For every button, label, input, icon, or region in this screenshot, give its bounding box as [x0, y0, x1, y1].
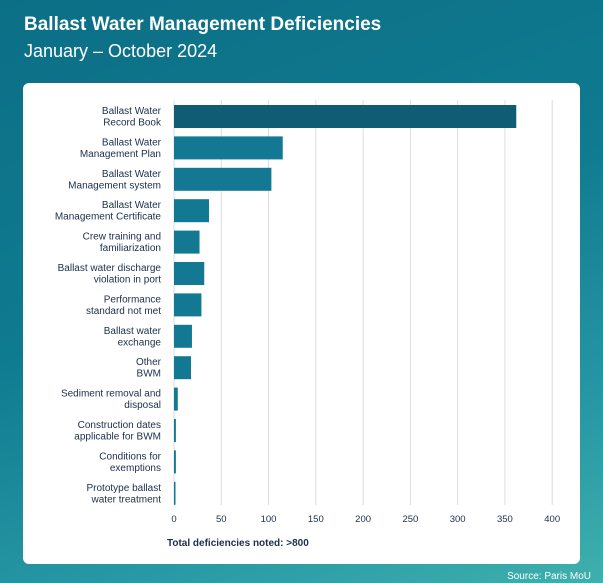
category-label-line: Sediment removal and	[61, 389, 161, 400]
category-label-line: Ballast Water	[102, 200, 162, 211]
category-label-line: familiarization	[100, 243, 161, 254]
x-tick-label: 0	[171, 514, 176, 525]
x-tick-label: 200	[355, 514, 371, 525]
category-label: Ballast water exchange	[104, 326, 162, 349]
bar	[174, 136, 283, 160]
category-label-line: Construction dates	[78, 420, 161, 431]
category-label-line: BWM	[137, 369, 161, 380]
bars	[174, 105, 517, 505]
category-label-line: Ballast Water	[102, 137, 162, 148]
source-credit: Source: Paris MoU	[507, 571, 591, 582]
bar	[174, 419, 176, 442]
chart-subtitle: January – October 2024	[24, 41, 218, 61]
bar	[174, 199, 209, 223]
x-tick-label: 100	[261, 514, 277, 525]
category-label-line: Crew training and	[83, 232, 161, 243]
category-label: Sediment removal and disposal	[61, 389, 161, 412]
gridlines	[173, 100, 553, 505]
x-tick-label: 300	[450, 514, 466, 525]
category-label: Other BWM	[136, 357, 162, 380]
category-label-line: Ballast water discharge	[58, 263, 162, 274]
category-label-line: Record Book	[103, 118, 162, 129]
category-label: Ballast Water Record Book	[102, 106, 162, 129]
x-tick-label: 350	[497, 514, 513, 525]
bar	[174, 262, 205, 285]
category-label-line: standard not met	[86, 306, 161, 317]
x-tick-label: 250	[402, 514, 418, 525]
category-label-line: Management Plan	[80, 149, 161, 160]
category-label: Prototype ballast water treatment	[87, 483, 162, 506]
category-label-line: Ballast Water	[102, 106, 162, 117]
bar	[174, 230, 200, 254]
bar	[174, 293, 202, 317]
category-label-line: disposal	[124, 400, 161, 411]
category-label-line: Ballast Water	[102, 169, 162, 180]
category-label-line: water treatment	[91, 494, 162, 505]
bar	[174, 356, 192, 380]
bar	[174, 481, 176, 505]
category-label: Ballast Water Management Plan	[80, 137, 162, 160]
bar	[174, 450, 176, 474]
category-label-line: Other	[136, 357, 162, 368]
category-label-line: exemptions	[110, 463, 161, 474]
total-note: Total deficiencies noted: >800	[167, 538, 309, 549]
category-label-line: applicable for BWM	[74, 432, 161, 443]
chart-title: Ballast Water Management Deficiencies	[24, 14, 382, 35]
category-label: Crew training and familiarization	[83, 232, 161, 255]
category-label-line: Conditions for	[99, 451, 161, 462]
x-axis-ticks: 0 50 100 150 200 250 300 350 400	[171, 514, 560, 525]
category-label: Ballast water discharge violation in port	[58, 263, 162, 286]
x-tick-label: 150	[308, 514, 324, 525]
category-label-line: Prototype ballast	[87, 483, 162, 494]
category-label-line: exchange	[118, 337, 162, 348]
bar	[174, 324, 192, 348]
category-label-line: Management Certificate	[55, 212, 162, 223]
bar	[174, 105, 517, 128]
category-label-line: Performance	[104, 294, 162, 305]
category-label: Conditions for exemptions	[99, 451, 161, 474]
category-label-line: Management system	[68, 180, 161, 191]
category-label-line: Ballast water	[104, 326, 162, 337]
category-label: Performance standard not met	[86, 294, 161, 317]
x-tick-label: 50	[216, 514, 227, 525]
category-label: Construction dates applicable for BWM	[74, 420, 161, 443]
bar	[174, 387, 178, 411]
chart-card	[23, 83, 580, 564]
category-label: Ballast Water Management system	[68, 169, 161, 192]
x-tick-label: 400	[544, 514, 560, 525]
category-label: Ballast Water Management Certificate	[55, 200, 162, 223]
bar	[174, 167, 272, 191]
category-label-line: violation in port	[94, 275, 161, 286]
